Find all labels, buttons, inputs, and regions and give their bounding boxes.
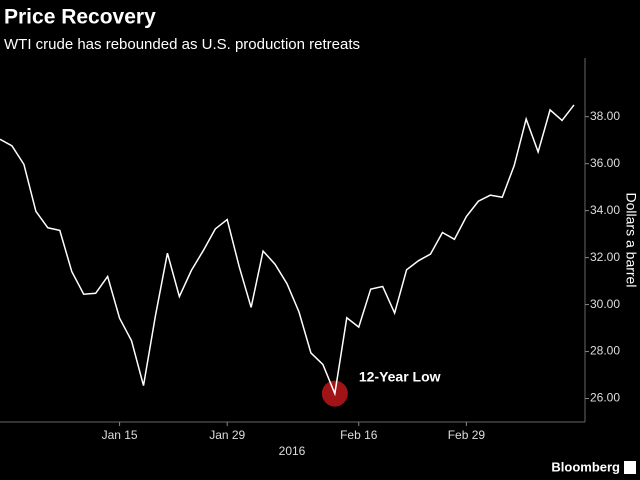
chart-subtitle: WTI crude has rebounded as U.S. producti… — [4, 36, 360, 53]
y-tick-label: 36.00 — [590, 156, 620, 170]
chart-title: Price Recovery — [4, 6, 156, 29]
annotation: 12-Year Low — [359, 368, 441, 384]
x-tick-label: Feb 16 — [340, 428, 378, 442]
y-tick-label: 30.00 — [590, 297, 620, 311]
y-axis-label: Dollars a barrel — [623, 193, 639, 288]
x-tick-label: Jan 15 — [102, 428, 138, 442]
x-tick-label: Jan 29 — [209, 428, 245, 442]
y-tick-label: 28.00 — [590, 344, 620, 358]
line — [0, 104, 575, 397]
x-tick-label: Feb 29 — [448, 428, 486, 442]
x-axis-label: 2016 — [279, 444, 306, 458]
logo-icon — [624, 461, 636, 474]
y-tick-label: 32.00 — [590, 250, 620, 264]
y-tick-label: 38.00 — [590, 109, 620, 123]
source: Bloomberg — [551, 459, 620, 474]
y-tick-label: 26.00 — [590, 391, 620, 405]
y-tick-label: 34.00 — [590, 203, 620, 217]
